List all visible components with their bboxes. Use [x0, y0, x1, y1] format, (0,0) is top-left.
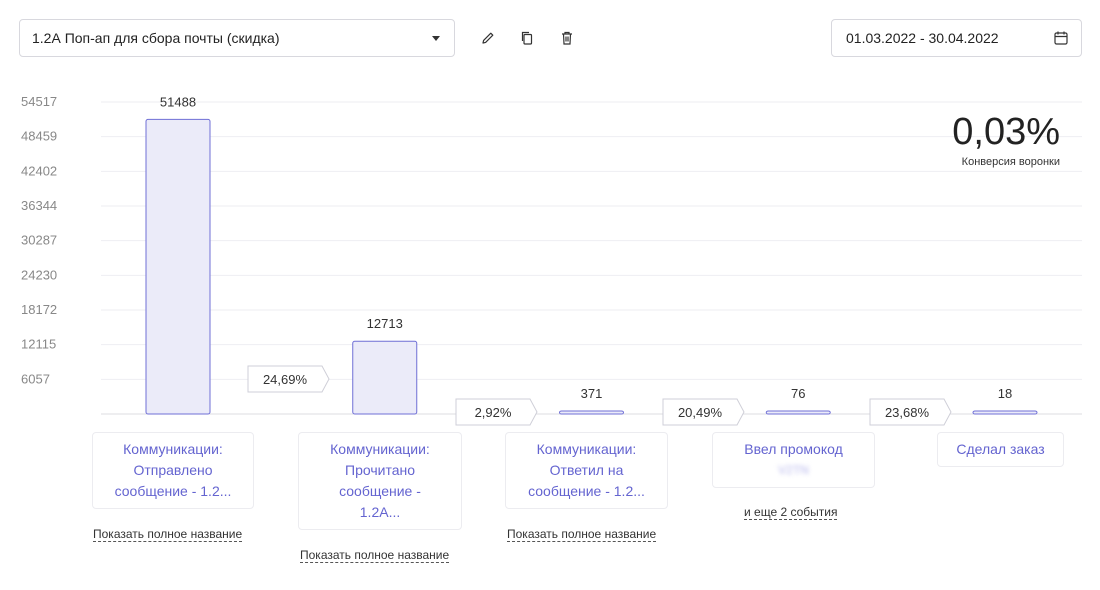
y-tick-label-2: 48459 — [21, 129, 57, 144]
step-conversion-value-4: 23,68% — [885, 405, 930, 420]
step-card-1[interactable]: Коммуникации: Отправлено сообщение - 1.2… — [92, 432, 254, 509]
bar-step-1 — [145, 118, 211, 415]
y-tick-label-7: 18172 — [21, 302, 57, 317]
funnel-select[interactable]: 1.2А Поп-ап для сбора почты (скидка) — [19, 19, 455, 57]
step-conversion-box-2 — [455, 398, 538, 426]
step-1-line-1: Коммуникации: — [123, 441, 223, 457]
step-2-show-full-name-link[interactable]: Показать полное название — [300, 548, 450, 563]
step-conversion-box-1 — [247, 365, 330, 393]
bar-value-label-2: 12713 — [367, 316, 403, 331]
step-card-3[interactable]: Коммуникации: Ответил на сообщение - 1.2… — [505, 432, 668, 509]
step-conversion-badge-2: 2,92% — [455, 398, 538, 426]
bar-step-5 — [972, 410, 1038, 415]
bar-step-3 — [559, 410, 624, 415]
conversion-label: Конверсия воронки — [961, 156, 1060, 168]
step-1-line-3: сообщение - 1.2... — [114, 483, 232, 499]
step-card-5[interactable]: Сделал заказ — [937, 432, 1064, 467]
y-tick-label-9: 6057 — [21, 371, 50, 386]
bar-value-label-3: 371 — [581, 386, 603, 401]
step-2-line-2: Прочитано — [345, 462, 415, 478]
step-3-line-2: Ответил на — [549, 462, 624, 478]
step-conversion-value-2: 2,92% — [475, 405, 512, 420]
trash-icon[interactable] — [557, 28, 577, 48]
step-conversion-box-4 — [869, 398, 952, 426]
calendar-icon — [1054, 31, 1068, 45]
date-range-picker[interactable]: 01.03.2022 - 30.04.2022 — [831, 19, 1082, 57]
step-2-line-3: сообщение - — [339, 483, 421, 499]
step-3-line-3: сообщение - 1.2... — [528, 483, 645, 499]
step-4-line-1: Ввел промокод — [744, 441, 843, 457]
step-card-2[interactable]: Коммуникации: Прочитано сообщение - 1.2А… — [298, 432, 462, 530]
step-4-more-events-link[interactable]: и еще 2 события — [744, 505, 838, 520]
step-2-line-4: 1.2А... — [359, 504, 401, 520]
step-conversion-value-3: 20,49% — [678, 405, 723, 420]
step-conversion-badge-1: 24,69% — [247, 365, 330, 393]
funnel-conversion: 0,03% Конверсия воронки — [952, 112, 1060, 168]
funnel-select-label: 1.2А Поп-ап для сбора почты (скидка) — [32, 30, 280, 46]
step-4-promocode-value: V2TN — [778, 463, 809, 477]
step-1-line-2: Отправлено — [133, 462, 213, 478]
funnel-chart: 54517 48459 42402 36344 30287 24230 18172 12115… — [21, 94, 1082, 426]
step-1-show-full-name-link[interactable]: Показать полное название — [93, 527, 243, 542]
step-5-line-1: Сделал заказ — [956, 441, 1045, 457]
y-tick-label-8: 12115 — [21, 337, 56, 352]
conversion-value: 0,03% — [952, 111, 1060, 153]
date-range-label: 01.03.2022 - 30.04.2022 — [846, 30, 999, 46]
y-tick-label-5: 30287 — [21, 233, 57, 248]
bar-step-2 — [352, 340, 418, 415]
bar-step-4 — [765, 410, 831, 415]
y-tick-label-4: 36344 — [21, 198, 57, 213]
pencil-icon[interactable] — [478, 28, 498, 48]
step-2-line-1: Коммуникации: — [330, 441, 430, 457]
y-tick-label-1: 54517 — [21, 94, 57, 109]
y-tick-label-3: 42402 — [21, 163, 57, 178]
step-conversion-box-3 — [662, 398, 745, 426]
copy-icon[interactable] — [517, 28, 537, 48]
bar-value-label-5: 18 — [998, 386, 1012, 401]
step-conversion-value-1: 24,69% — [263, 372, 308, 387]
step-3-line-1: Коммуникации: — [536, 441, 637, 457]
bar-value-label-4: 76 — [791, 386, 805, 401]
bar-value-label-1: 51488 — [160, 94, 196, 109]
step-card-4[interactable]: Ввел промокод V2TN — [712, 432, 875, 488]
step-conversion-badge-4: 23,68% — [869, 398, 952, 426]
step-3-show-full-name-link[interactable]: Показать полное название — [507, 527, 657, 542]
caret-down-icon — [432, 35, 440, 41]
step-conversion-badge-3: 20,49% — [662, 398, 745, 426]
y-tick-label-6: 24230 — [21, 267, 57, 282]
